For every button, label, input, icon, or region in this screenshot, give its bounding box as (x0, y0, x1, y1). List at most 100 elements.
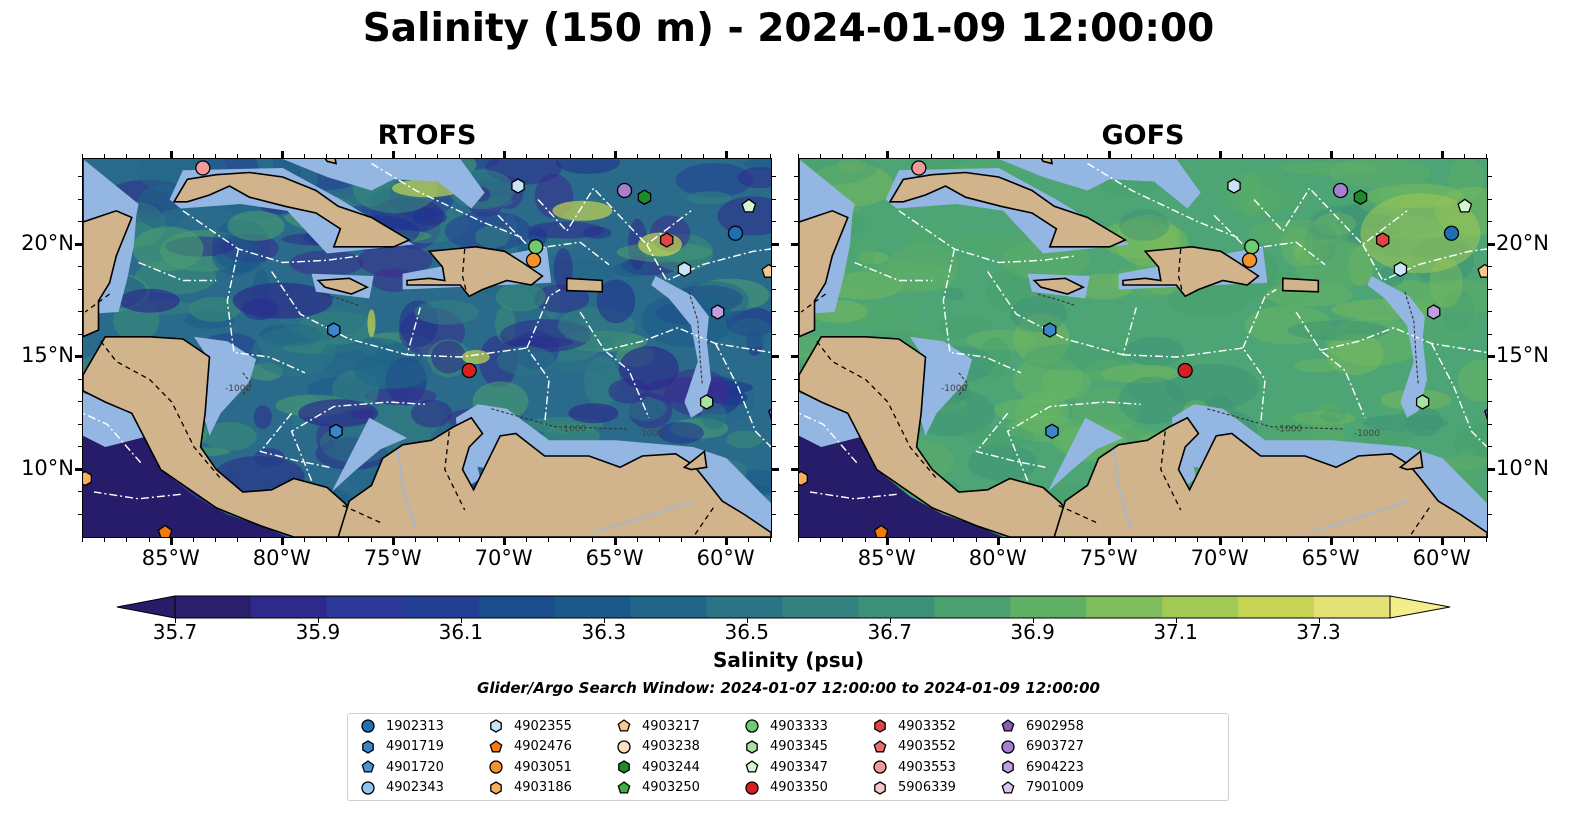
lon-tick-label: 70°W (1190, 546, 1249, 570)
minor-tick (348, 538, 350, 542)
float-marker-4901719[interactable] (1045, 423, 1059, 440)
minor-tick (348, 154, 350, 158)
legend-marker[interactable] (874, 780, 886, 795)
legend-marker[interactable] (1002, 760, 1014, 774)
float-marker-6904223[interactable] (711, 304, 725, 320)
legend-marker[interactable] (361, 780, 375, 795)
legend-marker[interactable] (489, 760, 503, 774)
legend-item: 6903727 (1000, 737, 1084, 757)
legend-marker[interactable] (361, 760, 375, 773)
float-marker-4902476[interactable] (873, 524, 889, 538)
legend-marker[interactable] (490, 780, 502, 795)
minor-tick (1488, 333, 1492, 335)
land-trinidad (1398, 450, 1424, 471)
legend-marker[interactable] (873, 739, 887, 753)
float-marker-4902476[interactable] (157, 524, 173, 538)
minor-tick (953, 538, 955, 542)
minor-tick (481, 538, 483, 542)
float-marker-4903186[interactable] (83, 470, 92, 487)
colorbar (116, 595, 1451, 619)
float-marker-6903727[interactable] (616, 182, 633, 199)
legend-marker[interactable] (873, 760, 887, 774)
minor-tick (975, 154, 977, 158)
float-marker-4903244[interactable] (1353, 189, 1368, 205)
float-marker-1902313[interactable] (727, 225, 744, 241)
float-marker-4903345[interactable] (699, 394, 714, 410)
float-marker-4903333[interactable] (1244, 239, 1260, 255)
float-marker-6902958[interactable] (1484, 406, 1487, 420)
float-marker-4902355[interactable] (1393, 261, 1408, 278)
legend-marker[interactable] (361, 719, 375, 733)
float-marker-4902355[interactable] (511, 178, 525, 194)
shelf-lesser (651, 276, 712, 418)
float-marker-4903347[interactable] (1457, 198, 1473, 213)
minor-tick (437, 154, 439, 158)
minor-tick (78, 401, 82, 402)
float-marker-4903217[interactable] (761, 263, 771, 278)
legend-marker[interactable] (745, 719, 759, 733)
float-marker-4903347[interactable] (741, 198, 757, 213)
high-salinity-patch (552, 200, 613, 221)
float-marker-4903553[interactable] (195, 160, 211, 176)
legend-marker[interactable] (490, 719, 502, 733)
float-marker-6903727[interactable] (1332, 182, 1349, 199)
lon-tick-label: 80°W (252, 546, 311, 570)
minor-tick (437, 538, 439, 542)
legend-marker[interactable] (1001, 719, 1015, 732)
float-marker-6904223[interactable] (1427, 304, 1441, 320)
legend-marker[interactable] (1001, 739, 1015, 754)
legend-marker[interactable] (617, 719, 631, 732)
float-marker-6902958[interactable] (768, 406, 771, 420)
legend-marker[interactable] (618, 760, 630, 774)
float-marker-4902355[interactable] (677, 261, 692, 278)
colorbar-segment (1314, 596, 1391, 618)
minor-tick (725, 538, 727, 542)
minor-tick (772, 176, 776, 177)
shelf-bahamas (282, 159, 485, 209)
float-marker-4903217[interactable] (1477, 263, 1487, 278)
map-panel-gofs[interactable]: -1000 -1000 -1000 (798, 158, 1488, 538)
legend-marker[interactable] (874, 719, 886, 733)
minor-tick (1488, 513, 1492, 515)
float-marker-4903352[interactable] (1375, 232, 1390, 248)
float-marker-4903350[interactable] (1177, 362, 1193, 379)
salinity-field (942, 288, 964, 301)
minor-tick (104, 538, 106, 542)
float-marker-4903350[interactable] (461, 362, 477, 379)
legend-marker[interactable] (617, 780, 631, 794)
salinity-field (1304, 222, 1338, 263)
float-marker-4903553[interactable] (911, 160, 927, 176)
float-marker-1902313[interactable] (1443, 225, 1460, 241)
legend-marker[interactable] (745, 780, 759, 795)
map-panel-rtofs[interactable]: -1000 -1000 -1000 (82, 158, 772, 538)
float-marker-4901719[interactable] (329, 423, 343, 440)
float-marker-4903333[interactable] (528, 239, 544, 255)
float-marker-4901719[interactable] (327, 322, 341, 338)
legend-marker[interactable] (745, 760, 759, 773)
minor-tick (798, 154, 799, 158)
colorbar-segment (478, 596, 556, 618)
float-marker-4901719[interactable] (1043, 322, 1057, 338)
float-marker-4903051[interactable] (1241, 252, 1258, 268)
legend-marker-pentagon (873, 739, 887, 753)
float-marker-4903186[interactable] (799, 470, 808, 487)
legend-label: 4903350 (770, 780, 828, 795)
float-marker-4903345[interactable] (1415, 394, 1430, 410)
float-marker-4902355[interactable] (1227, 178, 1241, 194)
legend-label: 4903352 (898, 718, 956, 734)
colorbar-tick-label: 36.5 (724, 620, 770, 644)
float-marker-4903352[interactable] (659, 232, 674, 248)
legend-marker[interactable] (1001, 780, 1015, 794)
country-border (444, 431, 466, 511)
legend-marker-circle (617, 739, 631, 754)
salinity-field (1240, 172, 1262, 216)
legend-marker[interactable] (489, 739, 503, 753)
legend-label: 4901720 (386, 759, 444, 775)
legend-marker[interactable] (617, 739, 631, 754)
legend-item: 4903244 (616, 757, 700, 777)
legend-marker[interactable] (362, 739, 374, 754)
float-marker-4903244[interactable] (637, 189, 652, 205)
minor-tick (78, 221, 82, 222)
legend-marker[interactable] (746, 739, 758, 754)
float-marker-4903051[interactable] (525, 252, 542, 268)
